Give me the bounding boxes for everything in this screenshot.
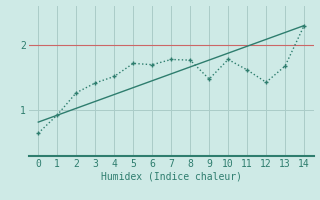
X-axis label: Humidex (Indice chaleur): Humidex (Indice chaleur) [101, 172, 242, 182]
